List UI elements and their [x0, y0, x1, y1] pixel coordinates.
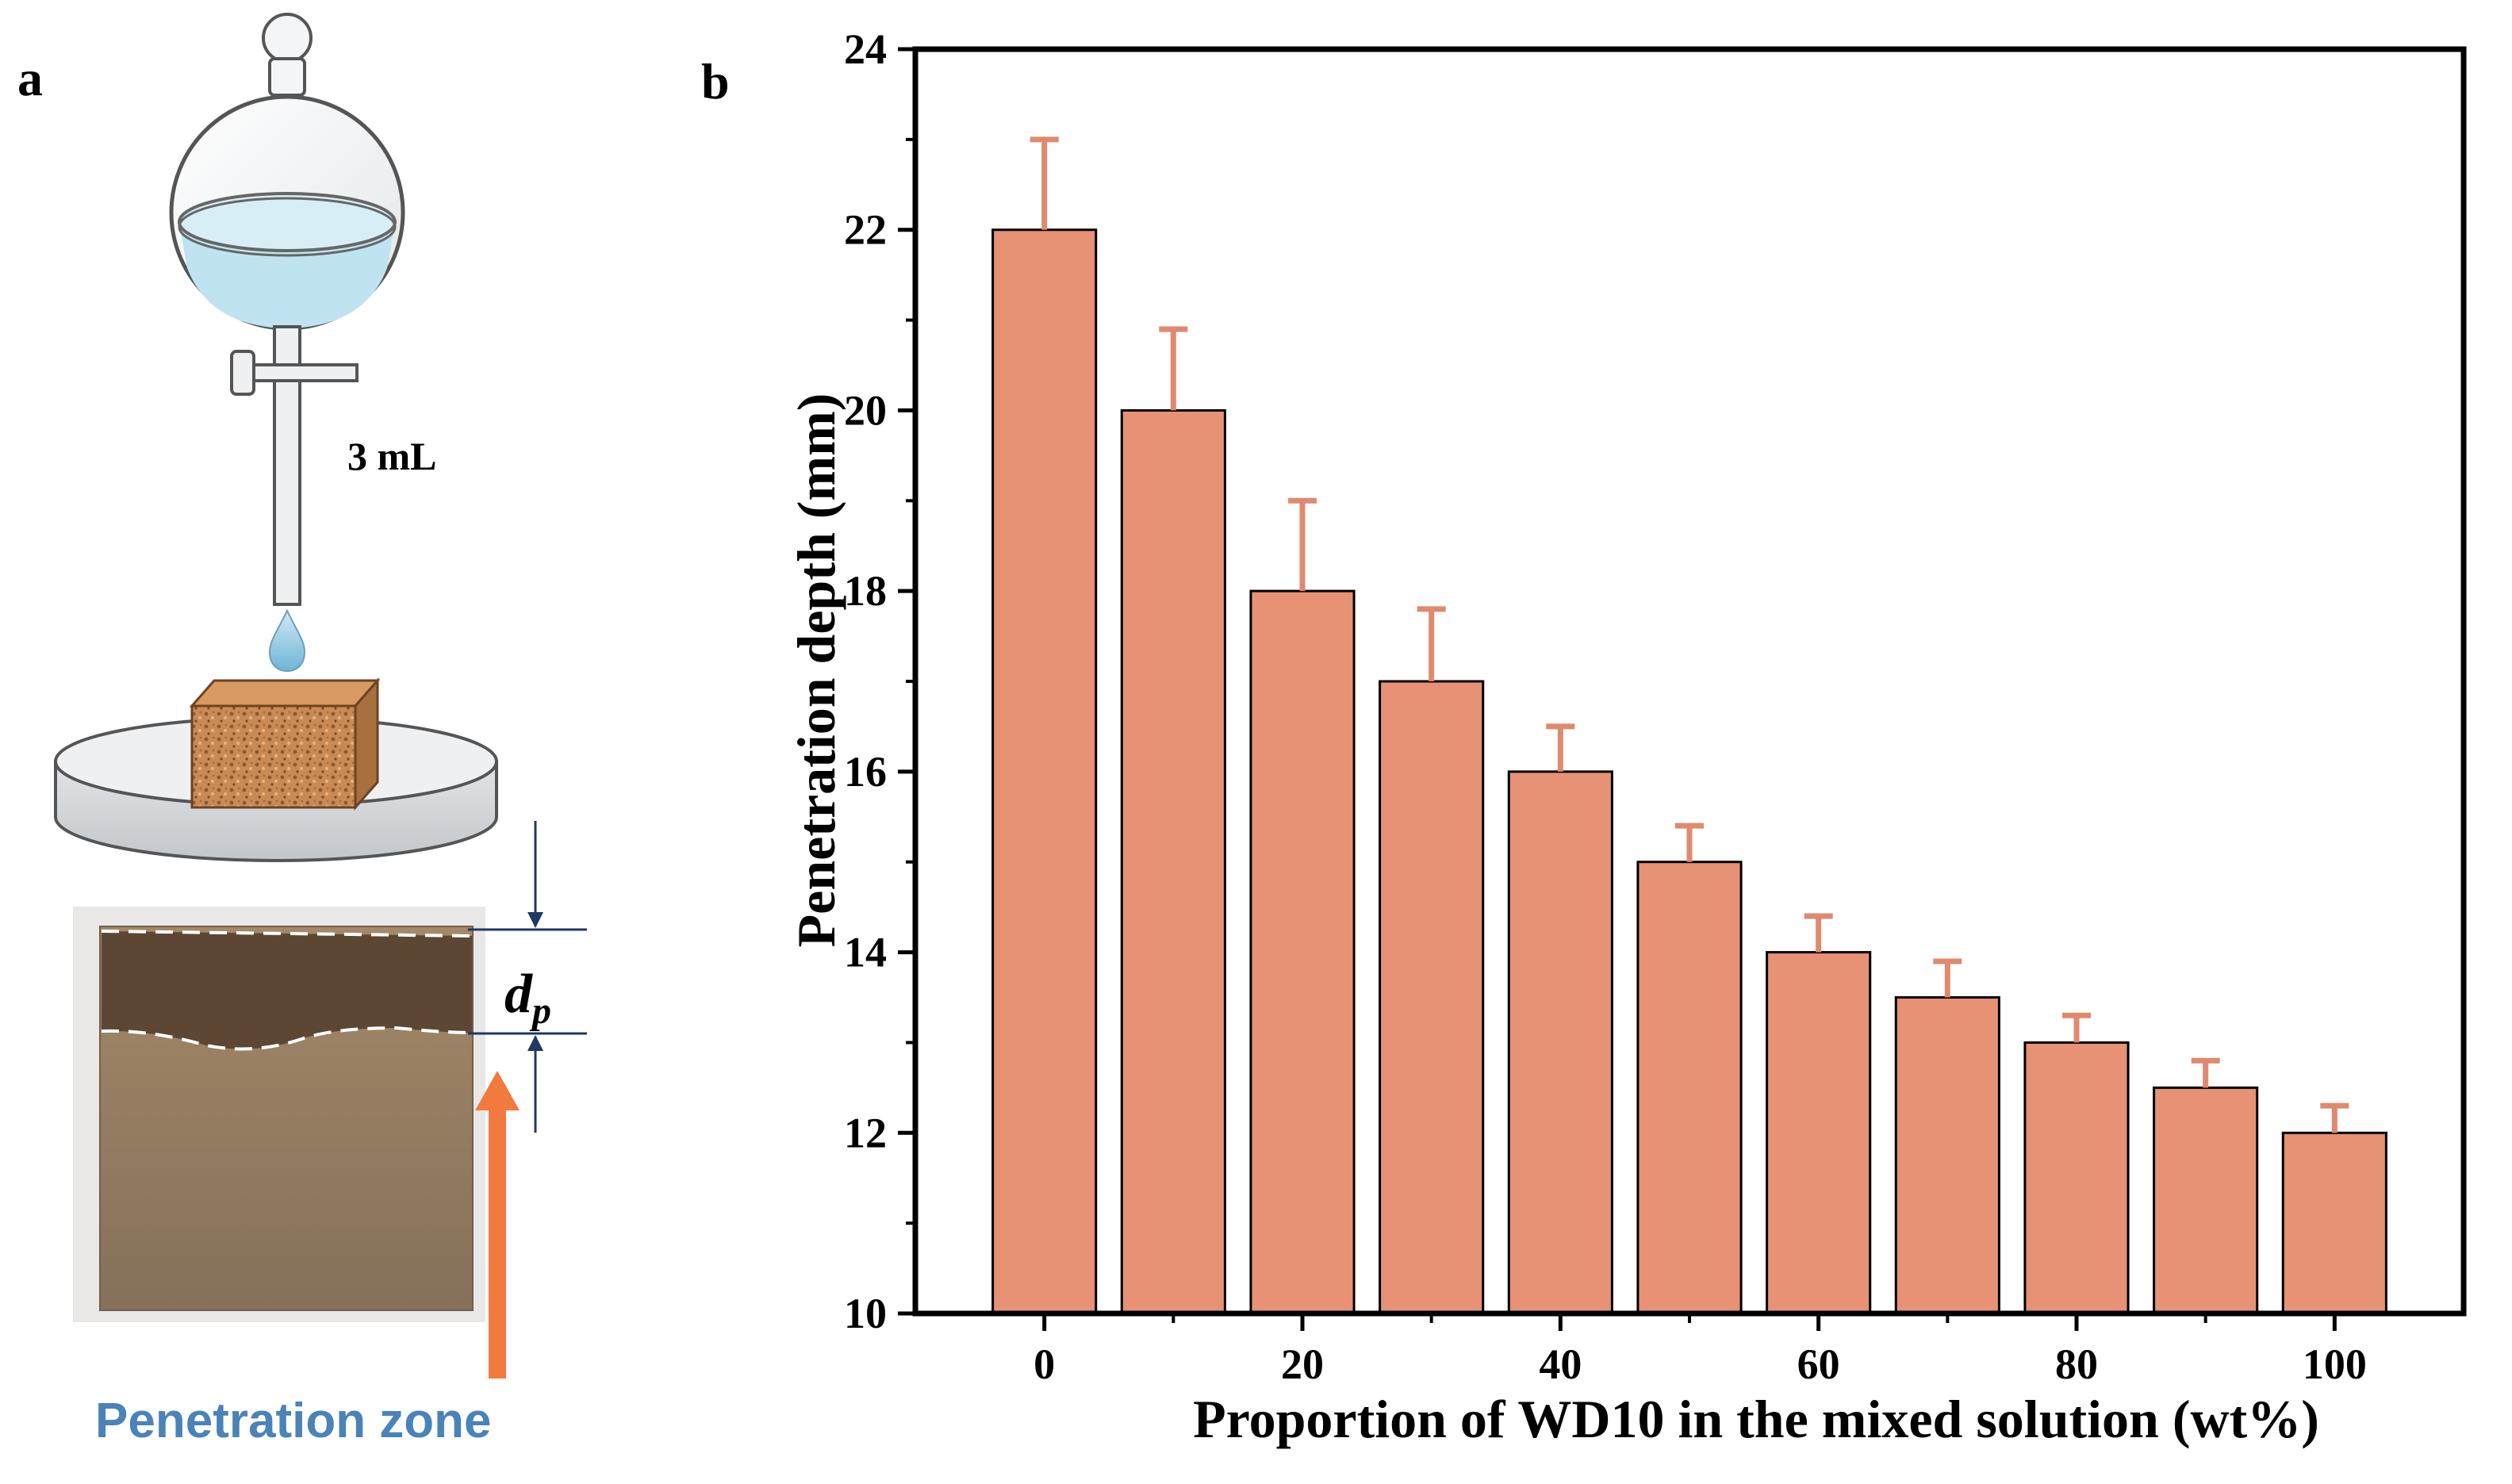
bar	[991, 228, 1098, 1315]
y-tick-label: 12	[844, 1109, 887, 1156]
x-tick-label: 100	[2303, 1340, 2367, 1388]
x-tick-label: 40	[1539, 1340, 1582, 1388]
x-tick-label: 80	[2055, 1340, 2098, 1388]
error-bars-layer	[1030, 136, 2349, 1133]
y-tick-label: 14	[844, 929, 887, 976]
x-tick-label: 60	[1797, 1340, 1840, 1388]
y-tick-label: 10	[844, 1290, 887, 1337]
x-tick-label: 0	[1034, 1340, 1055, 1388]
y-tick-label: 16	[844, 748, 887, 796]
bars-layer	[991, 228, 2387, 1315]
bar	[1507, 770, 1613, 1315]
panel-a-illustration: a 3 mL	[17, 13, 587, 1448]
volume-label: 3 mL	[347, 434, 437, 478]
y-tick-label: 18	[844, 567, 887, 615]
bar	[1766, 951, 1872, 1315]
depth-symbol: dp	[504, 964, 551, 1032]
bar	[1249, 589, 1356, 1315]
bar	[2153, 1086, 2259, 1315]
y-tick-label: 20	[844, 386, 887, 434]
x-axis-title: Proportion of WD10 in the mixed solution…	[1193, 1389, 2319, 1449]
bar	[1120, 408, 1226, 1315]
bar	[2281, 1131, 2387, 1315]
penetration-arrow-icon	[475, 1071, 520, 1379]
bar	[1894, 996, 2000, 1315]
bar	[1379, 680, 1485, 1315]
panel-b-letter: b	[701, 53, 730, 109]
axes-layer: 10 12 14 16 18 20 22 24 0 20 40 60 80 100	[844, 25, 2467, 1388]
y-tick-label: 24	[844, 25, 887, 73]
porous-block-icon	[189, 677, 381, 811]
water-drop-icon	[268, 608, 306, 673]
separatory-funnel-icon	[169, 13, 405, 606]
y-axis-title: Penetration depth (mm)	[786, 393, 846, 948]
x-tick-label: 20	[1281, 1340, 1324, 1388]
bar	[1636, 861, 1743, 1315]
y-tick-label: 22	[844, 206, 887, 254]
bar	[2023, 1041, 2130, 1315]
specimen-photo	[73, 907, 485, 1322]
panel-a-letter: a	[17, 50, 43, 106]
depth-marker	[468, 821, 587, 1133]
penetration-zone-label: Penetration zone	[95, 1394, 492, 1448]
